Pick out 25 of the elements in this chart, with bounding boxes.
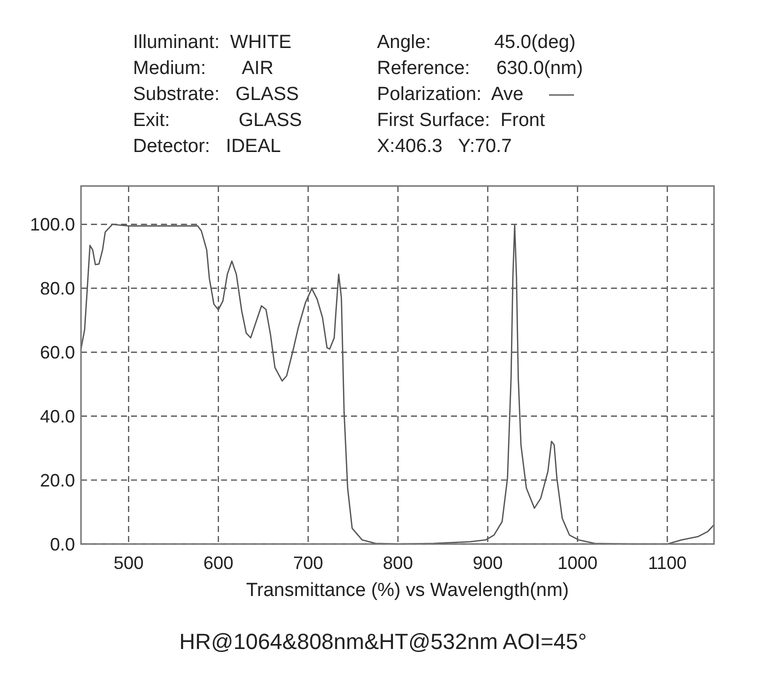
y-tick-label: 100.0 [30,214,75,235]
text: Exit: GLASS [133,110,302,131]
text: Polarization: Ave [377,84,524,105]
text: Illuminant: WHITE [133,32,292,53]
text: First Surface: Front [377,110,546,131]
text: HR@1064&808nm&HT@532nm AOI=45° [179,629,587,654]
x-tick-label: 700 [293,553,324,573]
y-tick-label: 60.0 [40,342,75,363]
x-tick-label: 1100 [648,553,687,573]
text: Angle: 45.0(deg) [377,32,576,53]
x-axis-title: Transmittance (%) vs Wavelength(nm) [246,580,569,601]
x-tick-label: 900 [472,553,503,573]
y-tick-label: 20.0 [40,470,75,490]
x-tick-label: 1000 [558,553,598,573]
text: Substrate: GLASS [133,84,299,105]
x-tick-label: 600 [203,553,234,573]
text: X:406.3 Y:70.7 [377,136,512,157]
x-tick-label: 500 [114,553,144,573]
y-tick-label: 80.0 [40,278,75,299]
text: Detector: IDEAL [133,136,281,157]
x-tick-label: 800 [382,553,413,573]
text: Reference: 630.0(nm) [377,58,583,79]
text: Medium: AIR [133,58,274,79]
y-tick-label: 40.0 [40,406,75,426]
y-tick-label: 0.0 [50,534,75,554]
